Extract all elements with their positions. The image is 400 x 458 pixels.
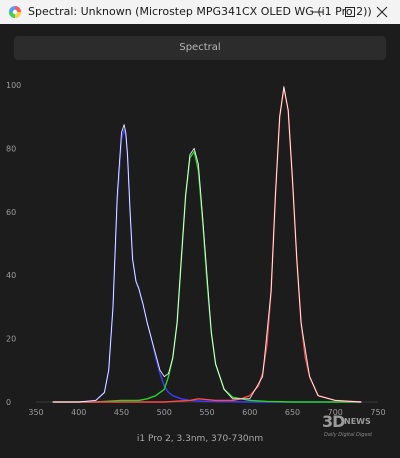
series-line-3	[52, 87, 362, 403]
close-icon	[376, 6, 388, 18]
series-line-0	[52, 86, 362, 403]
x-tick-label: 550	[199, 408, 214, 417]
y-tick-label: 40	[6, 271, 16, 280]
x-tick-label: 650	[285, 408, 300, 417]
title-bar: Spectral: Unknown (Microstep MPG341CX OL…	[0, 0, 400, 24]
x-tick-label: 750	[370, 408, 385, 417]
watermark: 3D NEWS Daily Digital Digest	[318, 410, 388, 444]
y-tick-label: 60	[6, 208, 16, 217]
x-tick-label: 400	[71, 408, 86, 417]
watermark-logo: 3D	[322, 412, 345, 431]
x-tick-label: 600	[242, 408, 257, 417]
tab-spectral[interactable]: Spectral	[14, 36, 386, 60]
rainbow-circle-icon	[9, 6, 21, 18]
x-tick-label: 450	[114, 408, 129, 417]
watermark-tagline: Daily Digital Digest	[324, 432, 373, 438]
maximize-button[interactable]	[334, 0, 366, 24]
y-tick-label: 100	[6, 81, 21, 90]
x-axis-label: i1 Pro 2, 3.3nm, 370-730nm	[136, 434, 264, 444]
window-title: Spectral: Unknown (Microstep MPG341CX OL…	[28, 5, 372, 18]
x-tick-label: 700	[328, 408, 343, 417]
y-tick-label: 20	[6, 335, 16, 344]
minimize-button[interactable]	[302, 0, 334, 24]
series-line-1	[52, 128, 362, 403]
close-button[interactable]	[366, 0, 398, 24]
x-tick-label: 500	[157, 408, 172, 417]
maximize-icon	[345, 7, 355, 17]
watermark-logo-suffix: NEWS	[344, 417, 371, 426]
x-tick-label: 350	[28, 408, 43, 417]
y-tick-label: 0	[6, 398, 11, 407]
y-tick-label: 80	[6, 144, 16, 153]
spectral-chart: 0 20 40 60 80 100 350 400 450 500 550 600 650 700 750	[6, 81, 386, 417]
minimize-icon	[313, 11, 323, 13]
